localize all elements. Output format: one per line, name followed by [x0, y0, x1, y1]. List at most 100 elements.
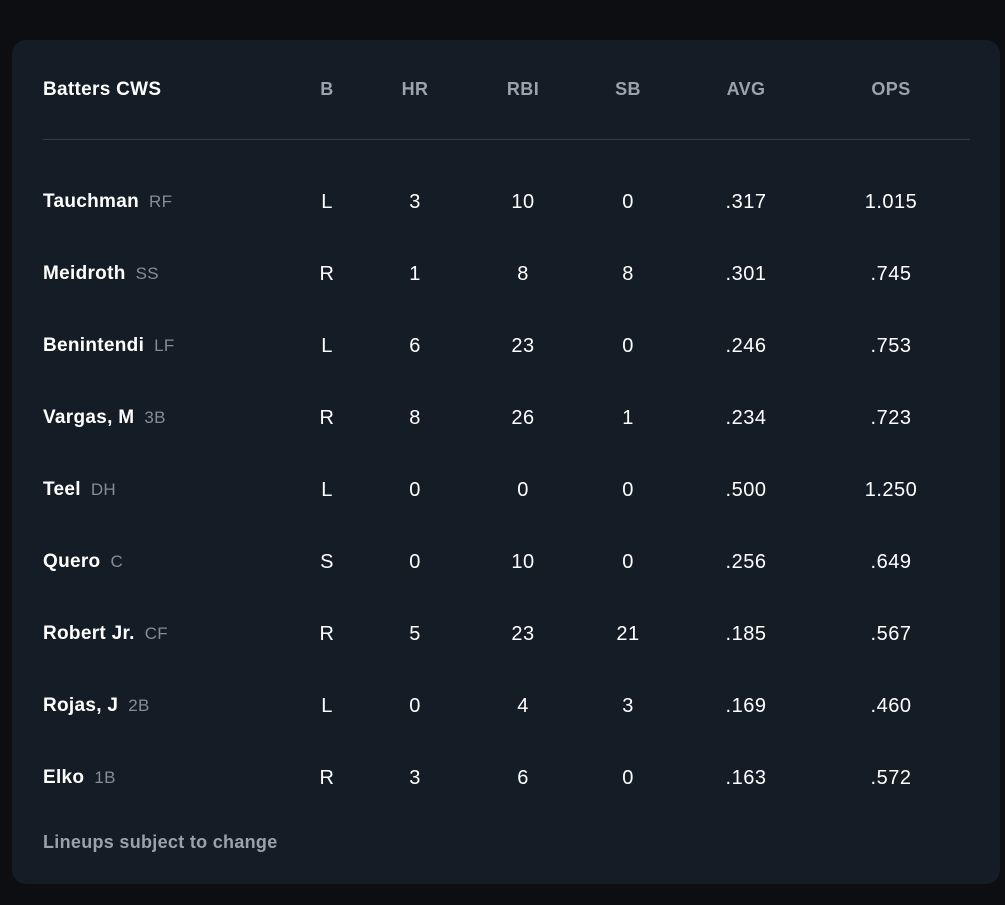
stat-bats: R [319, 766, 335, 789]
stat-rbi: 8 [517, 262, 529, 285]
stat-avg: .185 [725, 622, 767, 645]
lineup-disclaimer: Lineups subject to change [43, 831, 278, 852]
batter-name-cell: Meidroth SS [43, 263, 283, 285]
stat-hr: 0 [409, 550, 421, 573]
batter-position: 2B [128, 696, 150, 715]
batter-position: C [110, 552, 124, 571]
stat-bats: L [321, 478, 333, 501]
stat-sb: 0 [622, 334, 634, 357]
stat-sb: 8 [622, 262, 634, 285]
stat-avg: .256 [725, 550, 767, 573]
column-header-rbi: RBI [506, 79, 540, 99]
stat-avg: .169 [725, 694, 767, 717]
stat-ops: .649 [870, 550, 912, 573]
batter-row[interactable]: Quero C S 0 10 0 .256 .649 [12, 526, 1000, 598]
stat-ops: 1.250 [864, 478, 918, 501]
column-header-ops: OPS [871, 79, 911, 99]
stat-bats: R [319, 262, 335, 285]
stat-sb: 3 [622, 694, 634, 717]
stat-hr: 5 [409, 622, 421, 645]
stat-ops: .460 [870, 694, 912, 717]
stat-avg: .500 [725, 478, 767, 501]
batter-name-cell: Benintendi LF [43, 335, 283, 357]
batter-position: 3B [144, 408, 166, 427]
batter-name: Elko [43, 767, 85, 788]
batter-name: Robert Jr. [43, 623, 135, 644]
table-title: Batters CWS [43, 78, 162, 100]
batter-row[interactable]: Meidroth SS R 1 8 8 .301 .745 [12, 238, 1000, 310]
lineup-card: Batters CWS B HR RBI SB AVG OPS Tauchman RF L 3… [12, 40, 1000, 884]
batter-name-cell: Robert Jr. CF [43, 623, 283, 645]
batter-row[interactable]: Teel DH L 0 0 0 .500 1.250 [12, 454, 1000, 526]
stat-hr: 6 [409, 334, 421, 357]
batter-name-cell: Quero C [43, 551, 283, 573]
batter-name: Meidroth [43, 263, 126, 284]
stat-ops: .572 [870, 766, 912, 789]
stat-hr: 1 [409, 262, 421, 285]
stat-avg: .234 [725, 406, 767, 429]
stat-ops: .723 [870, 406, 912, 429]
batter-name: Tauchman [43, 191, 140, 212]
batter-name-cell: Teel DH [43, 479, 283, 501]
stat-hr: 3 [409, 766, 421, 789]
column-header-avg: AVG [726, 79, 766, 99]
stat-bats: S [320, 550, 334, 573]
batter-name-cell: Elko 1B [43, 767, 283, 789]
stat-bats: L [321, 334, 333, 357]
stat-rbi: 0 [517, 478, 529, 501]
stat-bats: R [319, 406, 335, 429]
stat-rbi: 23 [511, 334, 535, 357]
stat-rbi: 23 [511, 622, 535, 645]
stat-avg: .317 [725, 190, 767, 213]
stat-rbi: 26 [511, 406, 535, 429]
batter-name: Vargas, M [43, 407, 135, 428]
stat-hr: 0 [409, 478, 421, 501]
batter-row[interactable]: Robert Jr. CF R 5 23 21 .185 .567 [12, 598, 1000, 670]
batter-row[interactable]: Rojas, J 2B L 0 4 3 .169 .460 [12, 670, 1000, 742]
stat-bats: L [321, 190, 333, 213]
batter-position: RF [149, 192, 173, 211]
stat-rbi: 10 [511, 550, 535, 573]
column-header-hr: HR [401, 79, 429, 99]
stat-sb: 21 [616, 622, 640, 645]
stat-avg: .163 [725, 766, 767, 789]
stat-hr: 0 [409, 694, 421, 717]
stat-hr: 3 [409, 190, 421, 213]
stat-sb: 0 [622, 550, 634, 573]
batter-row[interactable]: Elko 1B R 3 6 0 .163 .572 [12, 742, 1000, 814]
stat-sb: 0 [622, 766, 634, 789]
column-header-sb: SB [615, 79, 641, 99]
stat-sb: 0 [622, 478, 634, 501]
stat-bats: L [321, 694, 333, 717]
batter-row[interactable]: Vargas, M 3B R 8 26 1 .234 .723 [12, 382, 1000, 454]
batter-name-cell: Rojas, J 2B [43, 695, 283, 717]
stat-rbi: 4 [517, 694, 529, 717]
batter-position: CF [144, 624, 168, 643]
batter-position: LF [154, 336, 175, 355]
stat-avg: .246 [725, 334, 767, 357]
stat-rbi: 6 [517, 766, 529, 789]
batter-row[interactable]: Tauchman RF L 3 10 0 .317 1.015 [12, 166, 1000, 238]
column-header-b: B [320, 79, 334, 99]
batter-name: Teel [43, 479, 81, 500]
batter-name: Quero [43, 551, 101, 572]
header-divider [43, 139, 970, 140]
stat-bats: R [319, 622, 335, 645]
batter-name: Benintendi [43, 335, 145, 356]
stat-avg: .301 [725, 262, 767, 285]
stat-rbi: 10 [511, 190, 535, 213]
batter-name-cell: Tauchman RF [43, 191, 283, 213]
stat-hr: 8 [409, 406, 421, 429]
stat-sb: 1 [622, 406, 634, 429]
stat-ops: .753 [870, 334, 912, 357]
stat-ops: .567 [870, 622, 912, 645]
batter-name: Rojas, J [43, 695, 119, 716]
batter-row[interactable]: Benintendi LF L 6 23 0 .246 .753 [12, 310, 1000, 382]
stat-ops: 1.015 [864, 190, 918, 213]
table-header-row: Batters CWS B HR RBI SB AVG OPS [12, 40, 1000, 139]
stat-ops: .745 [870, 262, 912, 285]
batter-position: 1B [94, 768, 116, 787]
batter-position: DH [90, 480, 116, 499]
